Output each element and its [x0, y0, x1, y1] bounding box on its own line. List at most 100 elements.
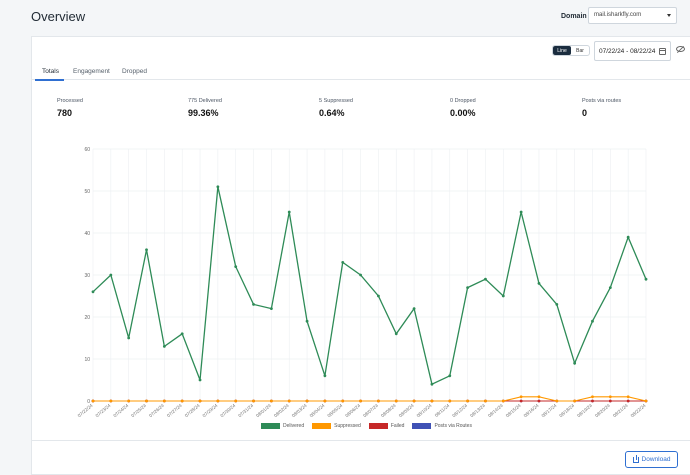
- data-point: [591, 319, 594, 323]
- data-point: [466, 286, 470, 289]
- x-tick-label: 07/26/24: [148, 403, 165, 419]
- x-tick-label: 08/16/24: [523, 403, 540, 419]
- data-point: [591, 399, 594, 403]
- domain-select[interactable]: mail.isharkfly.com: [588, 7, 677, 24]
- download-button[interactable]: Download: [625, 451, 678, 468]
- tab-engagement[interactable]: Engagement: [73, 68, 110, 75]
- view-line-button[interactable]: Line: [553, 46, 571, 55]
- download-icon: [632, 454, 639, 463]
- data-point: [573, 399, 577, 403]
- overview-card: Line Bar 07/22/24 - 08/22/24 Totals Enga…: [31, 36, 690, 475]
- x-tick-label: 08/18/24: [558, 403, 575, 419]
- data-point: [287, 210, 291, 214]
- y-tick-label: 10: [84, 357, 90, 363]
- x-tick-label: 08/17/24: [541, 403, 558, 419]
- data-point: [234, 265, 238, 268]
- data-point: [555, 399, 559, 403]
- data-point: [537, 282, 541, 285]
- legend-label: Suppressed: [334, 423, 361, 429]
- legend-swatch: [261, 423, 280, 429]
- data-point: [573, 361, 577, 365]
- x-tick-label: 08/11/24: [434, 403, 451, 418]
- data-point: [626, 395, 630, 399]
- data-point: [608, 286, 612, 289]
- x-tick-label: 08/08/24: [380, 403, 397, 419]
- data-point: [519, 395, 523, 399]
- legend-label: Failed: [390, 423, 405, 429]
- x-tick-label: 07/30/24: [219, 403, 236, 419]
- data-point: [180, 332, 184, 336]
- calendar-icon: [659, 48, 666, 55]
- stat-processed: Processed 780: [57, 98, 83, 118]
- x-tick-label: 08/20/24: [594, 403, 611, 419]
- legend-item[interactable]: Delivered: [261, 423, 304, 429]
- stat-label: Processed: [57, 98, 83, 104]
- data-point: [359, 399, 362, 403]
- legend-item[interactable]: Suppressed: [312, 423, 361, 429]
- data-point: [127, 399, 131, 403]
- tab-bar: Totals Engagement Dropped: [32, 63, 690, 80]
- x-tick-label: 07/25/24: [130, 403, 147, 419]
- stat-label: 775 Delivered: [188, 98, 222, 104]
- data-point: [377, 399, 380, 403]
- stat-label: 0 Dropped: [450, 98, 476, 104]
- stat-value: 0: [582, 108, 588, 118]
- data-point: [127, 336, 131, 340]
- download-label: Download: [641, 456, 671, 463]
- x-tick-label: 08/07/24: [362, 403, 379, 419]
- data-point: [484, 277, 487, 281]
- data-point: [430, 382, 434, 386]
- legend-swatch: [312, 423, 332, 429]
- data-point: [323, 399, 327, 403]
- data-point: [91, 399, 95, 403]
- data-point: [644, 277, 648, 281]
- data-point: [412, 307, 416, 310]
- data-point: [394, 332, 398, 336]
- x-tick-label: 08/06/24: [344, 403, 361, 419]
- stat-suppressed: 5 Suppressed 0.64%: [319, 98, 353, 118]
- x-tick-label: 07/31/24: [237, 403, 254, 419]
- data-point: [180, 399, 184, 403]
- date-range-picker[interactable]: 07/22/24 - 08/22/24: [594, 41, 671, 61]
- y-tick-label: 20: [84, 315, 90, 321]
- page-title: Overview: [31, 9, 86, 24]
- x-tick-label: 08/19/24: [576, 403, 593, 419]
- data-point: [608, 395, 612, 399]
- stat-dropped: 0 Dropped 0.00%: [450, 98, 476, 118]
- x-tick-label: 08/09/24: [398, 403, 415, 419]
- data-point: [430, 399, 434, 403]
- view-bar-button[interactable]: Bar: [576, 47, 584, 54]
- series-line-delivered: [92, 186, 647, 386]
- data-point: [359, 273, 362, 277]
- x-tick-label: 07/28/24: [184, 403, 201, 419]
- data-point: [448, 399, 452, 403]
- tab-totals[interactable]: Totals: [42, 68, 59, 75]
- data-point: [644, 399, 648, 403]
- x-tick-label: 08/15/24: [505, 403, 522, 419]
- domain-select-value: mail.isharkfly.com: [594, 12, 642, 18]
- x-tick-label: 08/13/24: [469, 403, 486, 419]
- stat-label: 5 Suppressed: [319, 98, 353, 104]
- y-tick-label: 50: [84, 189, 90, 195]
- chart-legend: Delivered Suppressed Failed Posts via Route…: [261, 423, 480, 429]
- x-tick-label: 07/27/24: [166, 403, 183, 419]
- legend-swatch: [368, 423, 388, 429]
- x-tick-label: 08/10/24: [416, 403, 433, 419]
- data-point: [466, 399, 470, 403]
- eye-off-icon[interactable]: [676, 46, 685, 52]
- legend-item[interactable]: Failed: [368, 423, 405, 429]
- data-point: [216, 185, 220, 189]
- legend-item[interactable]: Posts via Routes: [412, 423, 472, 429]
- data-point: [626, 235, 630, 239]
- tab-dropped[interactable]: Dropped: [122, 68, 147, 75]
- y-tick-label: 0: [87, 399, 90, 405]
- data-point: [341, 399, 345, 403]
- x-tick-label: 08/03/24: [291, 403, 308, 419]
- data-point: [269, 399, 273, 403]
- data-point: [448, 374, 452, 378]
- data-point: [269, 307, 273, 310]
- data-point: [412, 399, 416, 403]
- legend-label: Delivered: [283, 423, 305, 429]
- stat-value: 99.36%: [188, 108, 219, 118]
